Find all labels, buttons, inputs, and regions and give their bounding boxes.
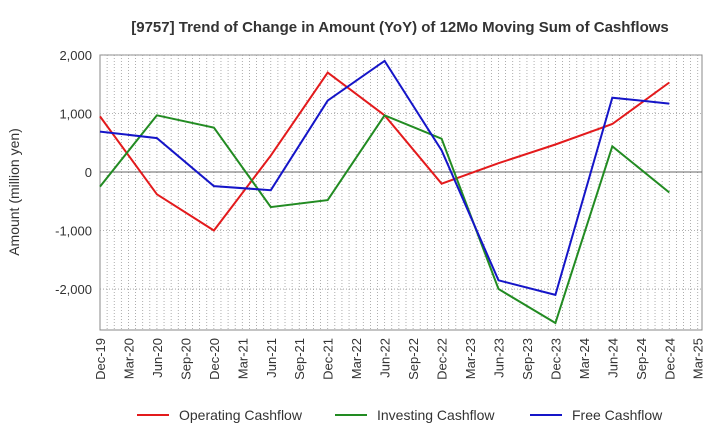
legend-label: Operating Cashflow <box>179 407 303 423</box>
y-tick-label: 2,000 <box>59 48 92 63</box>
legend-label: Investing Cashflow <box>377 407 495 423</box>
x-tick-label: Mar-23 <box>463 338 478 379</box>
x-tick-label: Mar-25 <box>691 338 706 379</box>
x-tick-label: Jun-23 <box>491 338 506 378</box>
y-tick-label: -2,000 <box>55 282 92 297</box>
x-tick-label: Mar-22 <box>349 338 364 379</box>
x-tick-label: Dec-24 <box>662 338 677 380</box>
x-tick-label: Dec-22 <box>435 338 450 380</box>
grid-lines <box>100 54 702 330</box>
y-axis-ticks: 2,000 1,000 0 -1,000 -2,000 <box>55 48 92 297</box>
y-tick-label: -1,000 <box>55 224 92 239</box>
x-tick-label: Dec-20 <box>207 338 222 380</box>
y-tick-label: 1,000 <box>59 107 92 122</box>
x-tick-label: Dec-23 <box>548 338 563 380</box>
legend-label: Free Cashflow <box>572 407 663 423</box>
x-tick-label: Sep-22 <box>406 338 421 380</box>
plot-frame <box>99 54 703 331</box>
x-tick-label: Jun-20 <box>150 338 165 378</box>
x-tick-label: Sep-24 <box>634 338 649 380</box>
y-tick-label: 0 <box>85 165 92 180</box>
x-tick-label: Jun-22 <box>378 338 393 378</box>
investing-cashflow-line <box>99 114 670 325</box>
x-tick-label: Jun-21 <box>264 338 279 378</box>
legend: Operating Cashflow Investing Cashflow Free… <box>137 407 663 423</box>
x-axis-ticks: Dec-19 Mar-20 Jun-20 Sep-20 Dec-20 Mar-21 Jun-… <box>93 338 706 380</box>
y-axis-label: Amount (million yen) <box>6 128 22 256</box>
plot-area <box>99 54 703 331</box>
free-cashflow-line <box>99 59 670 297</box>
x-tick-label: Jun-24 <box>605 338 620 378</box>
series-lines <box>99 59 670 325</box>
x-tick-label: Sep-23 <box>520 338 535 380</box>
x-tick-label: Mar-24 <box>577 338 592 379</box>
x-tick-label: Mar-21 <box>235 338 250 379</box>
chart-title: [9757] Trend of Change in Amount (YoY) o… <box>131 19 669 36</box>
x-tick-label: Dec-21 <box>321 338 336 380</box>
x-tick-label: Sep-21 <box>292 338 307 380</box>
x-tick-label: Dec-19 <box>93 338 108 380</box>
x-tick-label: Mar-20 <box>121 338 136 379</box>
x-tick-label: Sep-20 <box>178 338 193 380</box>
